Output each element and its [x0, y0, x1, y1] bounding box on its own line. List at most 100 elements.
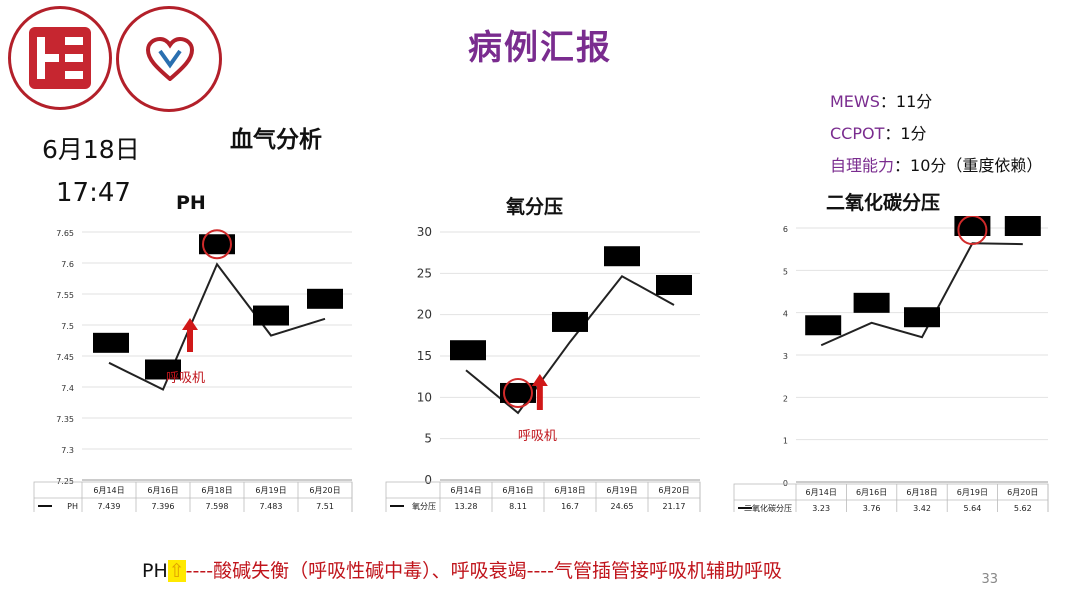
- chart-po2-ventilator-arrow-shaft: [536, 384, 543, 410]
- chart-po2-ventilator-arrow-head: [531, 374, 548, 386]
- chart-ph-xtick: 6月14日: [93, 486, 124, 495]
- footer-conclusion: PH⇧----酸碱失衡（呼吸性碱中毒）、呼吸衰竭----气管插管接呼吸机辅助呼吸: [142, 556, 782, 583]
- chart-pco2-value-label: 5.62: [1014, 504, 1032, 512]
- score-self-care: 自理能力：10分（重度依赖）: [830, 152, 1042, 176]
- chart-pco2-ytick: 2: [783, 394, 788, 403]
- chart-ph-value-label: 7.483: [260, 502, 283, 511]
- chart-ph-ytick: 7.3: [61, 446, 74, 455]
- chart-ph-xtick: 6月16日: [147, 486, 178, 495]
- chart-ph-ytick: 7.25: [56, 477, 74, 486]
- chart-ph-ventilator-arrow-head: [182, 318, 198, 330]
- page-number: 33: [981, 572, 998, 587]
- chart-pco2-value-label: 3.42: [913, 504, 931, 512]
- chart-ph-ytick: 7.6: [61, 260, 74, 269]
- chart-pco2-point-marker: [954, 216, 991, 236]
- chart-pco2-legend-label: 二氧化碳分压: [744, 503, 792, 512]
- chart-po2-ytick: 30: [417, 225, 432, 239]
- chart-po2-value-label: 13.28: [455, 502, 478, 511]
- chart-po2-value-label: 16.7: [561, 502, 579, 511]
- chart-ph-xtick: 6月20日: [309, 486, 340, 495]
- chart-ph-ventilator-label: 呼吸机: [166, 371, 205, 386]
- chart-po2-xtick: 6月16日: [502, 486, 533, 495]
- section-title: 血气分析: [230, 127, 322, 153]
- chart-pco2-ytick: 4: [783, 310, 788, 319]
- arrow-up-icon: ⇧: [167, 560, 186, 582]
- chart-ph-ytick: 7.55: [56, 291, 74, 300]
- chart-po2-xtick: 6月14日: [450, 486, 481, 495]
- chart-pco2-ytick: 1: [783, 437, 788, 446]
- score-mews-key: MEWS: [830, 92, 880, 111]
- chart-pco2-point-marker: [904, 307, 940, 328]
- chart-po2-point-marker: [500, 382, 536, 403]
- chart-pco2-xtick: 6月19日: [957, 488, 988, 497]
- chart-ph-title: PH: [176, 192, 206, 214]
- chart-pco2-series-line: [820, 242, 1023, 347]
- chart-pco2-ytick: 6: [783, 225, 788, 234]
- heart-icon: [146, 37, 194, 81]
- footer-ph: PH: [142, 560, 168, 582]
- chart-pco2-point-marker: [853, 292, 890, 313]
- chart-ph-ytick: 7.65: [56, 229, 74, 238]
- score-ccpot: CCPOT：1分: [830, 120, 927, 144]
- page-title: 病例汇报: [468, 28, 612, 68]
- chart-po2-highlight-circle: [503, 377, 533, 408]
- footer-diagnosis: ----酸碱失衡（呼吸性碱中毒）、呼吸衰竭----气管插管接呼吸机辅助呼吸: [185, 560, 783, 582]
- chart-pco2-xtick: 6月20日: [1007, 488, 1038, 497]
- chart-pco2-value-label: 3.76: [863, 504, 881, 512]
- chart-ph-highlight-circle: [202, 229, 232, 260]
- chart-po2-legend-label: 氧分压: [412, 501, 436, 511]
- chart-po2-ytick: 15: [417, 349, 432, 363]
- chart-pco2-value-label: 5.64: [963, 504, 981, 512]
- chart-ph-ytick: 7.45: [56, 353, 74, 362]
- chart-po2-value-label: 24.65: [611, 502, 634, 511]
- chart-ph-point-marker: [253, 305, 289, 326]
- hospital-logo: [8, 6, 112, 110]
- chart-po2-xtick: 6月20日: [658, 486, 689, 495]
- chart-po2-ytick: 5: [424, 432, 432, 446]
- chart-pco2-ytick: 5: [783, 267, 788, 276]
- score-mews: MEWS：11分: [830, 88, 932, 112]
- chart-po2-xtick: 6月18日: [554, 486, 585, 495]
- chart-pco2-highlight-circle: [957, 216, 988, 245]
- chart-ph-point-marker: [199, 234, 235, 255]
- chart-po2-value-label: 21.17: [663, 502, 686, 511]
- chart-po2-point-marker: [656, 274, 692, 295]
- chart-ph-series-line: [108, 262, 326, 391]
- chart-ph-value-label: 7.51: [316, 502, 334, 511]
- score-self-care-value: ：10分（重度依赖）: [894, 156, 1043, 175]
- score-ccpot-value: ：1分: [884, 124, 927, 143]
- chart-pco2-ytick: 0: [783, 479, 788, 488]
- chart-po2-ytick: 0: [424, 473, 432, 487]
- chart-pco2-ytick: 3: [783, 352, 788, 361]
- chart-ph-xtick: 6月18日: [201, 486, 232, 495]
- date-label: 6月18日: [42, 135, 140, 164]
- chart-pco2-point-marker: [1004, 216, 1041, 236]
- chart-po2-ytick: 25: [417, 266, 432, 280]
- chart-po2-title: 氧分压: [506, 196, 564, 218]
- chart-pco2-point-marker: [805, 315, 842, 336]
- chart-ph-point-marker: [307, 288, 343, 309]
- chart-pco2-value-label: 3.23: [812, 504, 830, 512]
- chart-po2-ytick: 10: [417, 390, 432, 404]
- department-logo: [116, 6, 222, 112]
- score-ccpot-key: CCPOT: [830, 124, 885, 143]
- chart-po2-value-label: 8.11: [509, 502, 527, 511]
- chart-ph: 7.25 7.3 7.35 7.4 7.45 7.5 7.55 7.6 7.65 6月14日 6月1…: [33, 229, 353, 512]
- chart-po2-ventilator-label: 呼吸机: [518, 429, 557, 444]
- chart-ph-point-marker: [93, 332, 129, 353]
- chart-po2-ytick: 20: [417, 308, 432, 322]
- chart-ph-value-label: 7.439: [98, 502, 121, 511]
- chart-po2-xtick: 6月19日: [606, 486, 637, 495]
- chart-pco2-xtick: 6月16日: [856, 488, 887, 497]
- chart-po2-point-marker: [552, 311, 588, 332]
- chart-ph-value-label: 7.598: [206, 502, 229, 511]
- chart-ph-ytick: 7.4: [61, 384, 74, 393]
- chart-ph-value-label: 7.396: [152, 502, 175, 511]
- score-mews-value: ：11分: [879, 92, 933, 111]
- chart-po2-point-marker: [450, 340, 486, 361]
- time-label: 17:47: [56, 178, 131, 208]
- chart-pco2-title: 二氧化碳分压: [826, 192, 941, 214]
- chart-ph-legend-label: PH: [67, 502, 78, 511]
- chart-ph-ytick: 7.5: [61, 322, 74, 331]
